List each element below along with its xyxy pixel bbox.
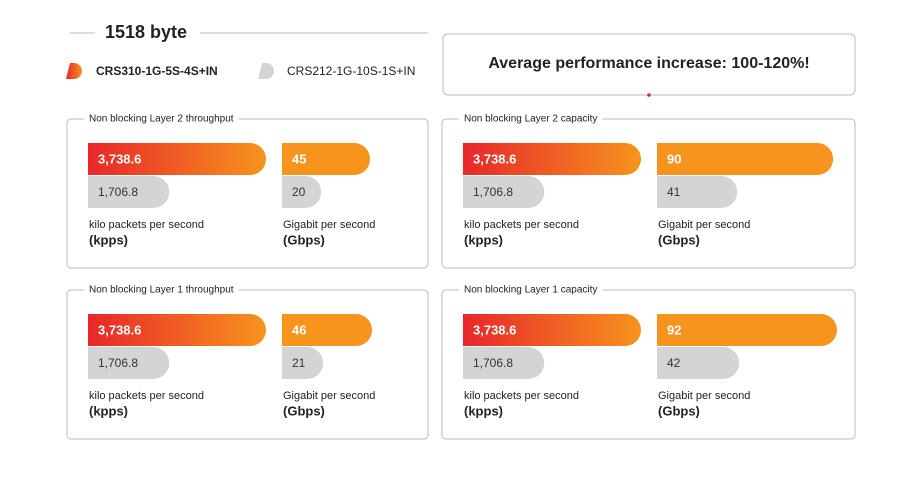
bar <box>88 143 266 175</box>
legend-label: CRS212-1G-10S-1S+IN <box>287 64 415 78</box>
bar <box>657 314 837 346</box>
callout: Average performance increase: 100-120%! <box>488 55 809 72</box>
panel-title-bg <box>459 117 603 121</box>
unit-abbr: (Gbps) <box>658 232 700 247</box>
bar <box>88 347 170 379</box>
bar <box>463 143 641 175</box>
bar-label: 41 <box>667 185 681 199</box>
unit-abbr: (Gbps) <box>283 232 325 247</box>
unit-label: Gigabit per second <box>658 390 750 402</box>
unit-label: Gigabit per second <box>283 390 375 402</box>
bar <box>657 143 834 175</box>
dot <box>647 93 651 97</box>
bar-label: 1,706.8 <box>473 185 513 199</box>
unit-label: Gigabit per second <box>658 219 750 231</box>
bar <box>282 143 371 175</box>
bar-label: 3,738.6 <box>98 322 141 337</box>
bar-label: 3,738.6 <box>98 151 141 166</box>
bar-label: 3,738.6 <box>473 151 516 166</box>
bar <box>463 347 545 379</box>
bar <box>88 176 170 208</box>
panel-title: Non blocking Layer 2 throughput <box>89 114 234 125</box>
unit-abbr: (kpps) <box>89 232 128 247</box>
bar-label: 3,738.6 <box>473 322 516 337</box>
unit-label: kilo packets per second <box>89 219 204 231</box>
bar-label: 21 <box>292 356 306 370</box>
bar-label: 45 <box>292 151 306 166</box>
unit-abbr: (Gbps) <box>283 403 325 418</box>
panel-title-bg <box>459 288 603 292</box>
bar-label: 46 <box>292 322 306 337</box>
legend-label: CRS310-1G-5S-4S+IN <box>96 64 218 78</box>
bar <box>463 176 545 208</box>
bar-label: 1,706.8 <box>98 185 138 199</box>
bar-label: 1,706.8 <box>473 356 513 370</box>
bar-label: 90 <box>667 151 681 166</box>
unit-abbr: (kpps) <box>464 403 503 418</box>
legend-swatch <box>258 63 274 79</box>
unit-label: kilo packets per second <box>464 219 579 231</box>
bar-label: 1,706.8 <box>98 356 138 370</box>
bar <box>282 347 324 379</box>
bar <box>463 314 641 346</box>
bar <box>88 314 266 346</box>
panel-title: Non blocking Layer 2 capacity <box>464 114 597 125</box>
unit-label: Gigabit per second <box>283 219 375 231</box>
unit-abbr: (Gbps) <box>658 403 700 418</box>
bar <box>657 176 738 208</box>
bar <box>282 314 372 346</box>
bar <box>282 176 322 208</box>
title: 1518 byte <box>105 22 187 42</box>
bar-label: 92 <box>667 322 681 337</box>
panel-title: Non blocking Layer 1 capacity <box>464 285 597 296</box>
bar <box>657 347 740 379</box>
bar-label: 20 <box>292 185 306 199</box>
unit-label: kilo packets per second <box>464 390 579 402</box>
unit-abbr: (kpps) <box>464 232 503 247</box>
panel-title: Non blocking Layer 1 throughput <box>89 285 234 296</box>
panel-title-bg <box>84 117 239 121</box>
bar-label: 42 <box>667 356 681 370</box>
unit-label: kilo packets per second <box>89 390 204 402</box>
unit-abbr: (kpps) <box>89 403 128 418</box>
legend-swatch <box>66 63 82 79</box>
panel-title-bg <box>84 288 239 292</box>
